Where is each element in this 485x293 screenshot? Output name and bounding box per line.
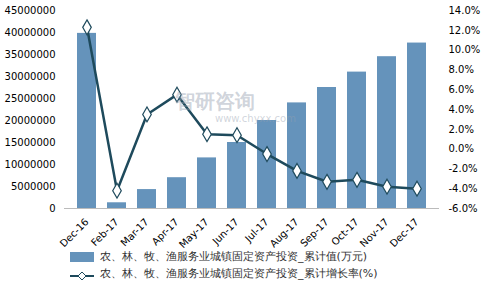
svg-text:0: 0	[49, 203, 55, 214]
svg-text:25000000: 25000000	[5, 93, 56, 104]
svg-text:Apr-17: Apr-17	[149, 216, 181, 248]
svg-text:-4.0%: -4.0%	[449, 183, 478, 194]
svg-text:30000000: 30000000	[5, 71, 56, 82]
svg-text:Aug-17: Aug-17	[268, 216, 301, 248]
svg-text:15000000: 15000000	[5, 137, 56, 148]
svg-text:Mar-17: Mar-17	[118, 216, 150, 248]
svg-text:5000000: 5000000	[11, 181, 56, 192]
svg-text:2.0%: 2.0%	[449, 124, 474, 135]
svg-text:Dec-16: Dec-16	[58, 216, 91, 248]
svg-text:Dec-17: Dec-17	[388, 216, 421, 248]
svg-text:20000000: 20000000	[5, 115, 56, 126]
svg-text:Jun-17: Jun-17	[210, 216, 241, 247]
svg-text:10000000: 10000000	[5, 159, 56, 170]
svg-text:May-17: May-17	[177, 216, 211, 248]
svg-text:45000000: 45000000	[5, 5, 56, 16]
svg-text:-2.0%: -2.0%	[449, 163, 478, 174]
svg-text:Sep-17: Sep-17	[298, 216, 331, 248]
svg-text:0.0%: 0.0%	[449, 143, 474, 154]
svg-text:Feb-17: Feb-17	[89, 216, 121, 248]
svg-text:40000000: 40000000	[5, 27, 56, 38]
svg-text:10.0%: 10.0%	[449, 44, 481, 55]
svg-text:4.0%: 4.0%	[449, 104, 474, 115]
svg-text:-6.0%: -6.0%	[449, 203, 478, 214]
svg-text:Nov-17: Nov-17	[358, 216, 391, 248]
html-text:农、林、牧、渔服务业城镇固定资产投资_累计增长率(%): 农、林、牧、渔服务业城镇固定资产投资_累计增长率(%)	[100, 267, 378, 280]
html-text:www.chyxx.com: www.chyxx.com	[215, 113, 296, 124]
svg-text:35000000: 35000000	[5, 49, 56, 60]
html-text:农、林、牧、渔服务业城镇固定资产投资_累计值(万元): 农、林、牧、渔服务业城镇固定资产投资_累计值(万元)	[100, 250, 368, 263]
svg-text:Oct-17: Oct-17	[329, 216, 361, 248]
svg-text:8.0%: 8.0%	[449, 64, 474, 75]
svg-text:Jul-17: Jul-17	[242, 216, 271, 245]
svg-text:14.0%: 14.0%	[449, 5, 481, 16]
svg-text:12.0%: 12.0%	[449, 25, 481, 36]
html-text:智研咨询: 智研咨询	[175, 89, 255, 113]
svg-text:6.0%: 6.0%	[449, 84, 474, 95]
